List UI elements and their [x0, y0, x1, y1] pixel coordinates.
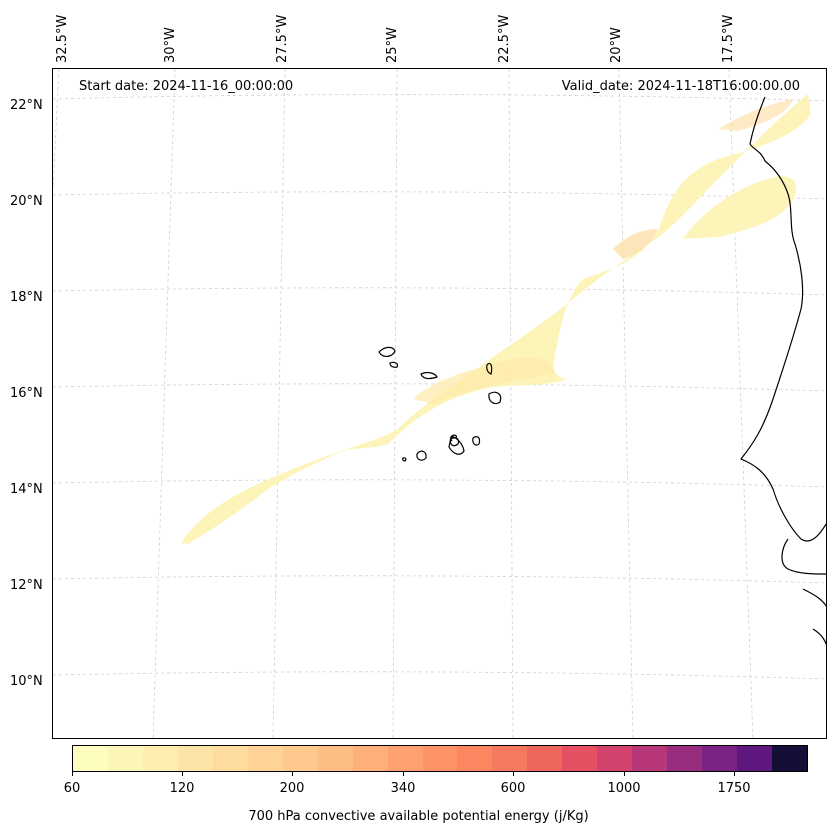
colorbar-tick-label: 200 [279, 781, 305, 796]
lat-label-18n: 18°N [10, 290, 43, 305]
gridlines [53, 69, 826, 738]
lon-label-30w: 30°W [163, 27, 178, 63]
colorbar-tick [734, 772, 735, 776]
colorbar-cell-19 [737, 746, 773, 771]
lon-label-20w: 20°W [609, 27, 624, 63]
lat-label-20n: 20°N [10, 194, 43, 209]
coastline [740, 96, 826, 646]
lon-label-17-5w: 17.5°W [721, 14, 736, 63]
colorbar-tick [182, 772, 183, 776]
colorbar-tick-label: 1000 [607, 781, 641, 796]
valid-date-label: Valid_date: 2024-11-18T16:00:00.00 [561, 79, 800, 94]
colorbar-tick [72, 772, 73, 776]
colorbar-cell-14 [562, 746, 598, 771]
colorbar-cell-1 [107, 746, 143, 771]
lat-label-10n: 10°N [10, 674, 43, 689]
colorbar-cell-7 [317, 746, 353, 771]
colorbar-tick [513, 772, 514, 776]
colorbar-cell-20 [772, 746, 808, 771]
colorbar-cell-0 [73, 746, 108, 771]
colorbar-tick-label: 120 [169, 781, 195, 796]
lat-label-16n: 16°N [10, 386, 43, 401]
lon-label-32-5w: 32.5°W [55, 14, 70, 63]
colorbar-cell-12 [492, 746, 528, 771]
colorbar-cell-15 [597, 746, 633, 771]
islands [378, 346, 502, 462]
colorbar-cell-6 [282, 746, 318, 771]
lat-label-14n: 14°N [10, 482, 43, 497]
lon-label-22-5w: 22.5°W [497, 14, 512, 63]
lon-label-25w: 25°W [385, 27, 400, 63]
cape-field [181, 94, 811, 544]
colorbar-tick-label: 1750 [717, 781, 751, 796]
colorbar-tick-label: 600 [500, 781, 526, 796]
lat-label-22n: 22°N [10, 98, 43, 113]
colorbar-cell-11 [457, 746, 493, 771]
colorbar-cell-18 [702, 746, 738, 771]
map-canvas [53, 69, 826, 738]
colorbar [72, 745, 808, 772]
colorbar-cell-8 [352, 746, 388, 771]
colorbar-cell-9 [387, 746, 423, 771]
colorbar-cell-2 [142, 746, 178, 771]
lat-label-12n: 12°N [10, 578, 43, 593]
colorbar-cell-10 [422, 746, 458, 771]
colorbar-tick [403, 772, 404, 776]
colorbar-cell-16 [632, 746, 668, 771]
colorbar-cell-13 [527, 746, 563, 771]
colorbar-cell-4 [212, 746, 248, 771]
colorbar-tick [292, 772, 293, 776]
colorbar-cell-5 [247, 746, 283, 771]
colorbar-cell-17 [667, 746, 703, 771]
colorbar-cell-3 [177, 746, 213, 771]
colorbar-tick-label: 340 [390, 781, 416, 796]
colorbar-tick [624, 772, 625, 776]
colorbar-title: 700 hPa convective available potential e… [248, 809, 589, 824]
map-panel[interactable]: Start date: 2024-11-16_00:00:00 Valid_da… [52, 68, 827, 739]
lon-label-27-5w: 27.5°W [275, 14, 290, 63]
start-date-label: Start date: 2024-11-16_00:00:00 [79, 79, 294, 94]
colorbar-tick-label: 60 [63, 781, 81, 796]
